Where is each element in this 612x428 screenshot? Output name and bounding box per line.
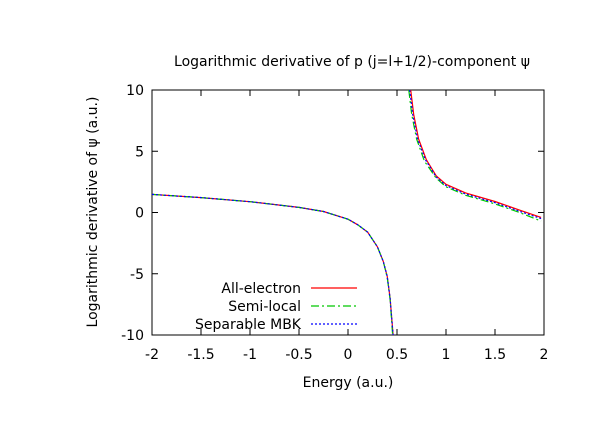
y-tick-label: -5	[130, 267, 144, 283]
x-tick-label: 1.5	[484, 347, 506, 363]
y-axis-ticks: 10 5 0 -5 -10	[121, 83, 544, 344]
legend-label-semi-local: Semi-local	[228, 299, 301, 315]
x-axis-title: Energy (a.u.)	[303, 375, 394, 391]
y-axis-title: Logarithmic derivative of ψ (a.u.)	[85, 97, 101, 328]
x-tick-label: 2	[540, 347, 549, 363]
series-line-all-electron	[410, 89, 542, 218]
x-tick-label: -1	[243, 347, 257, 363]
x-tick-label: -2	[145, 347, 159, 363]
x-tick-label: 0	[344, 347, 353, 363]
x-tick-label: 1	[442, 347, 451, 363]
series-lines	[151, 89, 542, 336]
series-line-semi-local	[408, 89, 542, 222]
series-line-separable-mbk	[409, 89, 542, 220]
legend-label-separable-mbk: Separable MBK	[195, 317, 302, 333]
legend-label-all-electron: All-electron	[221, 281, 301, 297]
y-tick-label: 5	[135, 144, 144, 160]
x-axis-ticks: -2 -1.5 -1 -0.5 0 0.5 1 1.5 2	[145, 90, 548, 363]
y-tick-label: 0	[135, 206, 144, 222]
x-tick-label: 0.5	[386, 347, 408, 363]
legend: All-electron Semi-local Separable MBK	[195, 281, 357, 333]
y-tick-label: 10	[126, 83, 144, 99]
x-tick-label: -0.5	[285, 347, 312, 363]
x-tick-label: -1.5	[187, 347, 214, 363]
y-tick-label: -10	[121, 328, 144, 344]
chart-title: Logarithmic derivative of p (j=l+1/2)-co…	[174, 54, 530, 70]
plot-frame	[151, 89, 545, 336]
series-line-separable-mbk	[151, 193, 394, 336]
